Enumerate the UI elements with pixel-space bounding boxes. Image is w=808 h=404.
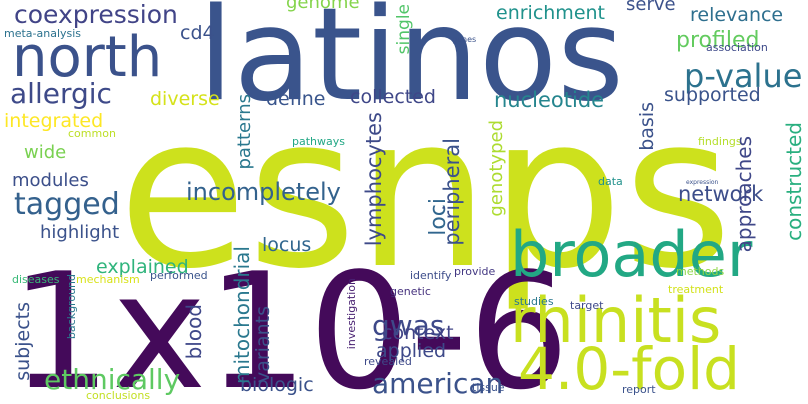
word-coexpression: coexpression — [14, 0, 178, 29]
word-context: context — [382, 322, 454, 344]
word-genotyped: genotyped — [486, 120, 507, 217]
word-genetic: genetic — [390, 285, 431, 298]
word-p-value: p-value — [684, 57, 803, 95]
word-studies: studies — [514, 295, 554, 308]
word-nucleotide: nucleotide — [494, 88, 605, 112]
word-tagged: tagged — [14, 187, 120, 222]
word-allergic: allergic — [10, 77, 112, 110]
word-subjects: subjects — [12, 302, 34, 381]
word-4-0-fold: 4.0-fold — [518, 335, 741, 403]
word-modules: modules — [12, 170, 89, 191]
word-target: target — [570, 299, 604, 312]
word-basis: basis — [636, 102, 658, 151]
word-genes: genes — [452, 35, 477, 44]
word-conclusions: conclusions — [86, 389, 151, 402]
word-1x10-6: 1x10-6 — [10, 238, 570, 404]
word-revealed: revealed — [364, 355, 412, 368]
word-wide: wide — [24, 142, 67, 163]
word-report: report — [622, 383, 656, 396]
word-common: common — [68, 127, 116, 140]
word-north: north — [12, 25, 163, 90]
word-latinos: latinos — [198, 0, 624, 130]
word-profiled: profiled — [676, 28, 760, 53]
word-approaches: approaches — [732, 136, 756, 253]
word-american: american — [372, 367, 504, 400]
word-lymphocytes: lymphocytes — [362, 112, 386, 247]
word-mechanism: mechanism — [76, 273, 140, 286]
word-provide: provide — [454, 265, 496, 278]
word-gwas: gwas — [372, 309, 445, 342]
word-data: data — [598, 175, 623, 188]
word-methods: methods — [676, 265, 725, 278]
word-applied: applied — [376, 340, 447, 362]
word-performed: performed — [150, 269, 208, 282]
word-mitochondrial: mitochondrial — [230, 246, 254, 384]
word-variants: variants — [252, 306, 274, 384]
word-identify: identify — [410, 269, 452, 282]
word-rhinitis: rhinitis — [510, 284, 722, 357]
word-supported: supported — [664, 84, 761, 106]
word-treatment: treatment — [668, 283, 724, 296]
word-broader: broader — [510, 218, 753, 291]
word-esnps: esnps — [118, 70, 733, 315]
word-investigation: investigation — [345, 278, 358, 350]
word-serve: serve — [626, 0, 676, 15]
word-highlight: highlight — [40, 222, 120, 243]
word-findings: findings — [698, 135, 742, 148]
word-biologic: biologic — [240, 374, 314, 396]
word-meta-analysis: meta-analysis — [4, 27, 82, 40]
word-ethnically: ethnically — [44, 363, 181, 396]
word-genome: genome — [286, 0, 360, 13]
word-peripheral: peripheral — [440, 138, 464, 246]
word-single: single — [394, 4, 414, 55]
word-tissue: tissue — [472, 381, 505, 394]
word-patterns: patterns — [234, 94, 255, 170]
word-define: define — [266, 88, 326, 110]
word-constructed: constructed — [782, 122, 806, 241]
word-explained: explained — [96, 256, 189, 278]
word-diseases: diseases — [12, 273, 60, 286]
word-diverse: diverse — [150, 88, 220, 110]
word-network: network — [678, 182, 764, 206]
word-collected: collected — [350, 86, 436, 108]
word-expression: expression — [686, 179, 719, 186]
word-incompletely: incompletely — [186, 178, 341, 206]
word-association: association — [706, 41, 768, 54]
word-background: background — [65, 274, 78, 340]
word-pathways: pathways — [292, 135, 345, 148]
word-relevance: relevance — [690, 4, 784, 26]
word-enrichment: enrichment — [496, 2, 605, 24]
word-locus: locus — [262, 234, 312, 256]
word-blood: blood — [182, 304, 206, 360]
word-integrated: integrated — [4, 110, 104, 132]
word-cd4: cd4 — [180, 22, 215, 44]
